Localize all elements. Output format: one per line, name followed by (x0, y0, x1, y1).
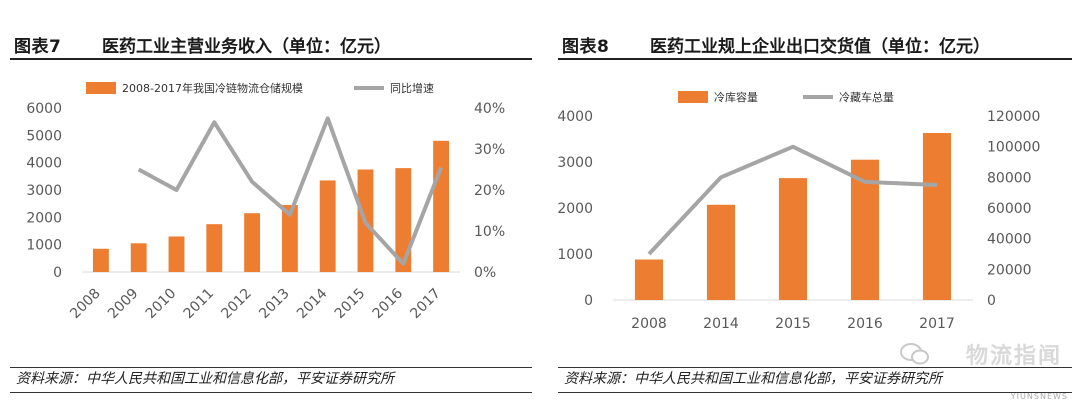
y2-tick-label: 80000 (987, 170, 1032, 186)
legend-swatch-bar (86, 82, 116, 94)
figure-header: 图表8 医药工业规上企业出口交货值（单位：亿元） (558, 30, 1072, 60)
y-tick-label: 2000 (557, 201, 593, 217)
x-tick-label: 2016 (370, 285, 407, 322)
y2-tick-label: 20% (474, 183, 505, 199)
source-note: 资料来源：中华人民共和国工业和信息化部，平安证券研究所 (558, 367, 1072, 393)
legend-swatch-bar (678, 91, 708, 103)
figure-8-panel: 图表8 医药工业规上企业出口交货值（单位：亿元） 冷库容量 冷藏车总量 0 1000 2… (548, 0, 1080, 405)
y-tick-label: 2000 (26, 210, 62, 226)
y2-tick-label: 10% (474, 224, 505, 240)
y2-tick-label: 0% (474, 265, 496, 281)
x-tick-label: 2016 (847, 316, 883, 332)
bar-2008 (92, 248, 109, 272)
watermark-text: 物流指闻 (965, 344, 1062, 369)
x-tick-label: 2014 (703, 316, 739, 332)
y2-tick-label: 60000 (987, 201, 1032, 217)
y-tick-label: 6000 (26, 101, 62, 117)
legend-label-line: 冷藏车总量 (839, 90, 894, 104)
x-tick-label: 2011 (181, 286, 218, 323)
y-tick-label: 1000 (557, 247, 593, 263)
y-tick-label: 4000 (26, 156, 62, 172)
bar-2014 (706, 204, 736, 300)
y-tick-label: 0 (53, 265, 62, 281)
figure-number: 图表8 (562, 37, 610, 57)
x-tick-label: 2009 (105, 286, 142, 323)
bar-2010 (168, 236, 185, 272)
y-tick-label: 0 (584, 293, 593, 309)
legend-label-bar: 冷库容量 (714, 90, 758, 104)
x-tick-label: 2013 (256, 286, 293, 323)
figure-header: 图表7 医药工业主营业务收入（单位：亿元） (10, 30, 532, 60)
x-tick-label: 2015 (775, 316, 811, 332)
figure-title: 医药工业规上企业出口交货值（单位：亿元） (650, 37, 990, 57)
line-series (137, 116, 443, 266)
line-series (647, 144, 938, 256)
x-tick-label: 2008 (67, 286, 104, 323)
legend-label-line: 同比增速 (390, 81, 434, 95)
bar-2009 (130, 243, 147, 272)
legend-label-bar: 2008-2017年我国冷链物流仓储规模 (122, 81, 303, 95)
wechat-icon (900, 343, 929, 365)
y2-tick-label: 0 (987, 293, 996, 309)
x-tick-label: 2012 (218, 286, 255, 323)
bar-2008 (634, 259, 664, 300)
y-tick-label: 1000 (26, 238, 62, 254)
bar-2013 (281, 205, 298, 272)
bar-2017 (922, 133, 952, 300)
y-tick-label: 3000 (26, 183, 62, 199)
bar-2015 (778, 178, 808, 300)
bar-2017 (433, 140, 450, 272)
y2-tick-label: 40000 (987, 232, 1032, 248)
x-tick-label: 2014 (294, 285, 331, 322)
y2-tick-label: 120000 (987, 109, 1040, 125)
chart-revenue: 2008-2017年我国冷链物流仓储规模 同比增速 0 1000 2000 3000 400… (26, 81, 505, 323)
y-tick-label: 3000 (557, 155, 593, 171)
figure-number: 图表7 (14, 37, 62, 57)
watermark-sub: YIUNSNEWS (1010, 392, 1068, 401)
bar-2011 (206, 224, 223, 272)
figure-7-panel: 图表7 医药工业主营业务收入（单位：亿元） 2008-2017年我国冷链物流仓储… (10, 30, 532, 393)
bar-2012 (244, 213, 261, 272)
bar-2014 (319, 180, 336, 272)
y2-tick-label: 40% (474, 101, 505, 117)
x-tick-label: 2017 (407, 286, 444, 323)
y2-tick-label: 30% (474, 142, 505, 158)
x-tick-label: 2017 (919, 316, 955, 332)
y-tick-label: 5000 (26, 128, 62, 144)
x-tick-label: 2010 (143, 286, 180, 323)
x-tick-label: 2015 (332, 286, 369, 323)
y-tick-label: 4000 (557, 109, 593, 125)
source-note: 资料来源：中华人民共和国工业和信息化部，平安证券研究所 (10, 367, 532, 393)
x-tick-label: 2008 (631, 316, 667, 332)
y2-tick-label: 20000 (987, 262, 1032, 278)
figure-title: 医药工业主营业务收入（单位：亿元） (102, 37, 391, 57)
bar-2016 (395, 168, 412, 272)
y2-tick-label: 100000 (987, 140, 1040, 156)
chart-export: 冷库容量 冷藏车总量0100020003000400002000040000600… (557, 90, 1040, 332)
